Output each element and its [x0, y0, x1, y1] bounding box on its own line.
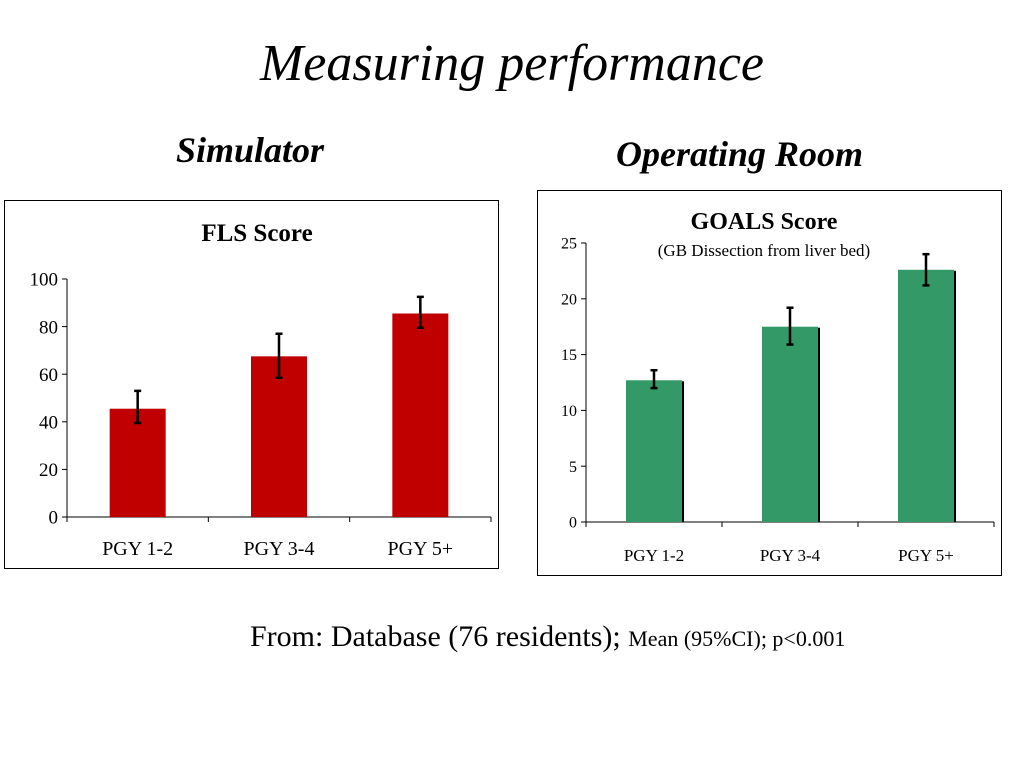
operating-room-heading: Operating Room	[616, 134, 864, 174]
chart-subtitle: (GB Dissection from liver bed)	[658, 241, 870, 260]
chart-title: FLS Score	[201, 220, 312, 247]
x-category-label: PGY 1-2	[102, 538, 173, 560]
goals-chart-panel: GOALS Score (GB Dissection from liver bed…	[537, 190, 1002, 576]
y-tick-label: 20	[561, 291, 577, 308]
bar-3	[898, 269, 954, 522]
y-tick-label: 10	[561, 403, 577, 420]
y-tick-label: 15	[561, 347, 577, 364]
y-tick-label: 0	[49, 508, 59, 529]
fls-chart: FLS Score 0 20 40 60 80 100 PGY 1-2 PGY 3-4 PGY 5…	[30, 220, 492, 560]
fls-chart-panel: FLS Score 0 20 40 60 80 100 PGY 1-2 PGY 3-4 PGY 5…	[4, 200, 499, 569]
slide-title: Measuring performance	[259, 35, 765, 92]
y-tick-label: 40	[39, 412, 58, 433]
goals-chart: GOALS Score (GB Dissection from liver bed…	[561, 209, 995, 565]
bar-3	[392, 313, 449, 517]
y-tick-label: 5	[569, 459, 577, 476]
footer-source: From: Database (76 residents);	[250, 620, 621, 653]
x-category-label: PGY 3-4	[244, 538, 315, 560]
y-tick-label: 0	[569, 515, 577, 532]
y-tick-label: 100	[30, 270, 59, 291]
x-category-label: PGY 5+	[388, 538, 454, 560]
bar-2	[251, 356, 307, 517]
bar-1	[626, 380, 682, 522]
y-tick-label: 25	[561, 236, 577, 253]
x-category-label: PGY 3-4	[760, 546, 821, 565]
simulator-heading: Simulator	[176, 130, 325, 170]
x-category-label: PGY 1-2	[624, 546, 684, 565]
x-category-label: PGY 5+	[898, 546, 954, 565]
y-tick-label: 20	[39, 460, 58, 481]
bar-2	[762, 326, 818, 522]
y-tick-label: 80	[39, 317, 58, 338]
footer-citation: From: Database (76 residents); Mean (95%…	[250, 620, 845, 653]
bar-1	[109, 408, 166, 517]
chart-title: GOALS Score	[691, 209, 838, 235]
y-tick-label: 60	[39, 365, 58, 386]
footer-statistics: Mean (95%CI); p<0.001	[628, 626, 846, 651]
